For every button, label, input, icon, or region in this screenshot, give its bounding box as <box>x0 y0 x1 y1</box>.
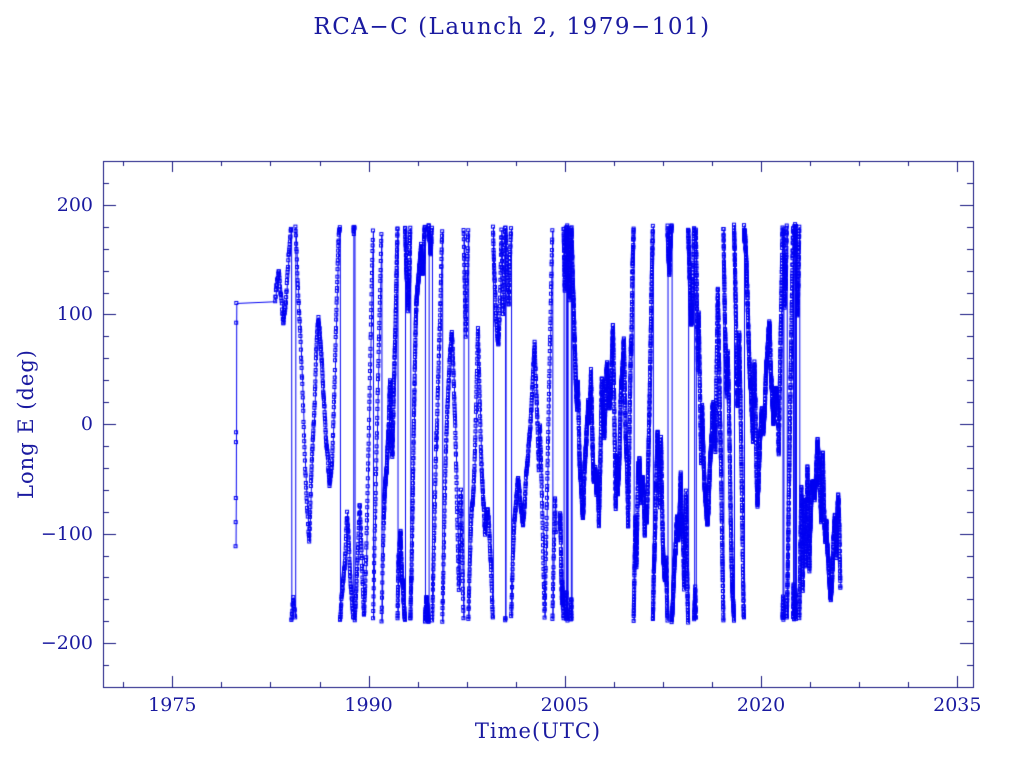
y-tick-label: 200 <box>56 193 93 216</box>
y-tick-label: −200 <box>40 632 93 655</box>
y-tick-label: 100 <box>56 303 93 326</box>
x-tick-label: 2005 <box>540 694 589 716</box>
x-tick-label: 2020 <box>736 694 786 716</box>
x-tick-label: 2035 <box>933 694 982 716</box>
y-tick-label: 0 <box>80 413 93 435</box>
chart-title: RCA−C (Launch 2, 1979−101) <box>313 14 711 40</box>
y-tick-label: −100 <box>40 522 93 545</box>
x-tick-label: 1990 <box>344 694 393 716</box>
x-axis-label: Time(UTC) <box>474 719 602 743</box>
x-tick-label: 1975 <box>148 694 197 716</box>
